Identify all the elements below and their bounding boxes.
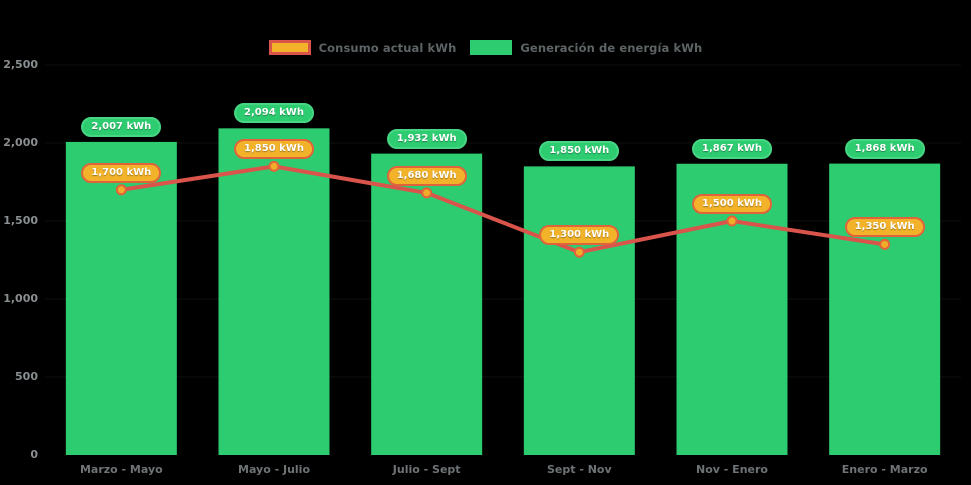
consumption-value-pill-4: 1,500 kWh	[692, 194, 772, 214]
generation-bar-2[interactable]	[371, 153, 483, 455]
generacion-legend-label: Generación de energía kWh	[520, 40, 703, 55]
generation-value-pill-1: 2,094 kWh	[234, 103, 314, 124]
x-axis-label-1: Mayo - Julio	[237, 463, 311, 476]
y-axis-label-0: 0	[30, 448, 38, 461]
consumo-line-swatch-icon	[268, 40, 311, 55]
generacion-bar-swatch-icon	[470, 40, 513, 55]
x-axis-label-2: Julio - Sept	[392, 463, 461, 476]
y-axis-label-1500: 1,500	[3, 214, 38, 227]
legend-item-consumo[interactable]: Consumo actual kWh	[268, 40, 457, 55]
generation-bar-5[interactable]	[829, 163, 941, 456]
consumption-point-4[interactable]	[726, 215, 738, 227]
x-axis-label-4: Nov - Enero	[696, 463, 768, 476]
generation-value-pill-3: 1,850 kWh	[539, 141, 620, 162]
consumption-point-2[interactable]	[421, 187, 433, 199]
consumption-value-pill-1: 1,850 kWh	[234, 139, 314, 160]
generation-value-pill-2: 1,932 kWh	[386, 128, 467, 149]
generation-bar-3[interactable]	[523, 166, 635, 455]
consumption-point-1[interactable]	[268, 160, 280, 172]
y-axis-label-500: 500	[15, 370, 38, 383]
consumption-value-pill-3: 1,300 kWh	[539, 225, 620, 246]
consumption-point-5[interactable]	[879, 238, 891, 250]
legend: Consumo actual kWh Generación de energía…	[0, 40, 971, 55]
legend-item-generacion[interactable]: Generación de energía kWh	[470, 40, 702, 55]
consumption-value-pill-5: 1,350 kWh	[844, 217, 925, 238]
generation-value-pill-5: 1,868 kWh	[844, 138, 925, 159]
generation-value-pill-0: 2,007 kWh	[81, 116, 162, 137]
generation-value-pill-4: 1,867 kWh	[692, 138, 772, 159]
consumption-line	[119, 164, 887, 255]
consumption-point-3[interactable]	[573, 246, 585, 258]
y-axis-label-2000: 2,000	[3, 136, 38, 149]
consumo-legend-label: Consumo actual kWh	[318, 40, 457, 55]
y-axis-label-2500: 2,500	[3, 58, 38, 71]
x-axis-label-5: Enero - Marzo	[841, 463, 928, 476]
consumption-value-pill-0: 1,700 kWh	[81, 162, 162, 183]
y-axis-label-1000: 1,000	[3, 292, 38, 305]
consumption-point-0[interactable]	[115, 184, 127, 196]
x-axis-label-3: Sept - Nov	[546, 463, 612, 476]
consumption-value-pill-2: 1,680 kWh	[386, 165, 467, 186]
x-axis-label-0: Marzo - Mayo	[79, 463, 163, 476]
generation-bar-1[interactable]	[218, 128, 330, 455]
